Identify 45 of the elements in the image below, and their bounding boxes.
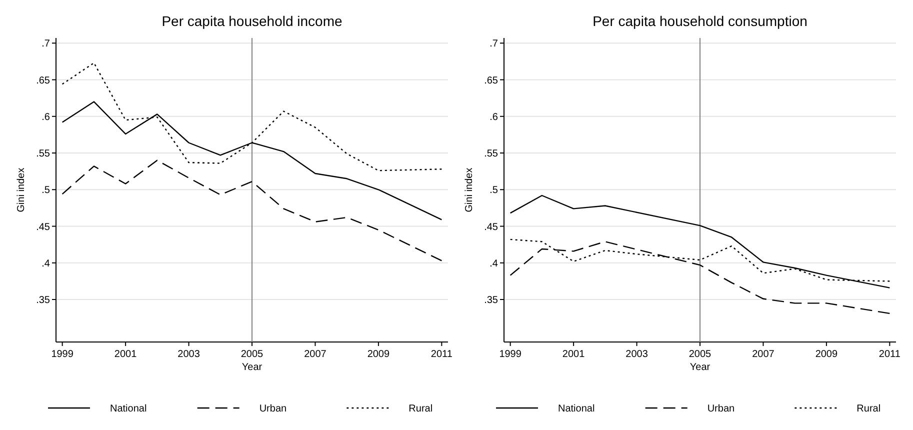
y-tick-label: .6 bbox=[42, 112, 50, 123]
x-tick-label: 2003 bbox=[178, 349, 200, 360]
line-series bbox=[62, 160, 442, 262]
y-axis-title: Gini index bbox=[16, 168, 27, 212]
line-series bbox=[510, 194, 890, 288]
y-tick-label: .55 bbox=[484, 148, 498, 160]
x-tick-label: 2001 bbox=[562, 349, 586, 360]
legend-label: Urban bbox=[707, 404, 735, 414]
x-axis-title: Year bbox=[690, 362, 711, 373]
x-tick-label: 2011 bbox=[430, 349, 453, 360]
y-tick-label: .45 bbox=[484, 222, 498, 233]
x-tick-label: 2007 bbox=[304, 349, 327, 360]
y-tick-label: .7 bbox=[490, 38, 498, 50]
chart-title: Per capita household consumption bbox=[592, 13, 808, 29]
x-tick-label: 2005 bbox=[688, 349, 712, 360]
y-tick-label: .7 bbox=[42, 38, 50, 50]
y-tick-label: .4 bbox=[490, 258, 498, 270]
x-tick-label: 2009 bbox=[367, 349, 390, 360]
x-tick-label: 2003 bbox=[626, 349, 648, 360]
y-tick-label: .55 bbox=[36, 148, 50, 160]
y-tick-label: .6 bbox=[490, 112, 498, 123]
x-tick-label: 2009 bbox=[815, 349, 838, 360]
legend-label: Rural bbox=[408, 404, 433, 414]
x-axis-title: Year bbox=[242, 362, 263, 373]
y-tick-label: .4 bbox=[42, 258, 50, 270]
x-tick-label: 1999 bbox=[51, 349, 74, 360]
line-series bbox=[510, 241, 890, 314]
chart-title: Per capita household income bbox=[162, 13, 342, 29]
y-tick-label: .35 bbox=[36, 295, 50, 306]
y-axis-title: Gini index bbox=[464, 168, 475, 212]
legend-label: Urban bbox=[259, 404, 287, 414]
x-tick-label: 2001 bbox=[114, 349, 138, 360]
y-tick-label: .5 bbox=[490, 185, 498, 196]
y-tick-label: .5 bbox=[42, 185, 50, 196]
legend-label: National bbox=[558, 404, 595, 414]
x-tick-label: 1999 bbox=[499, 349, 522, 360]
x-tick-label: 2007 bbox=[752, 349, 775, 360]
y-tick-label: .35 bbox=[484, 295, 498, 306]
y-tick-label: .65 bbox=[484, 75, 498, 86]
x-tick-label: 2011 bbox=[878, 349, 901, 360]
legend-label: National bbox=[110, 404, 147, 414]
y-tick-label: .45 bbox=[36, 222, 50, 233]
legend-label: Rural bbox=[856, 404, 881, 414]
x-tick-label: 2005 bbox=[240, 349, 264, 360]
y-tick-label: .65 bbox=[36, 75, 50, 86]
